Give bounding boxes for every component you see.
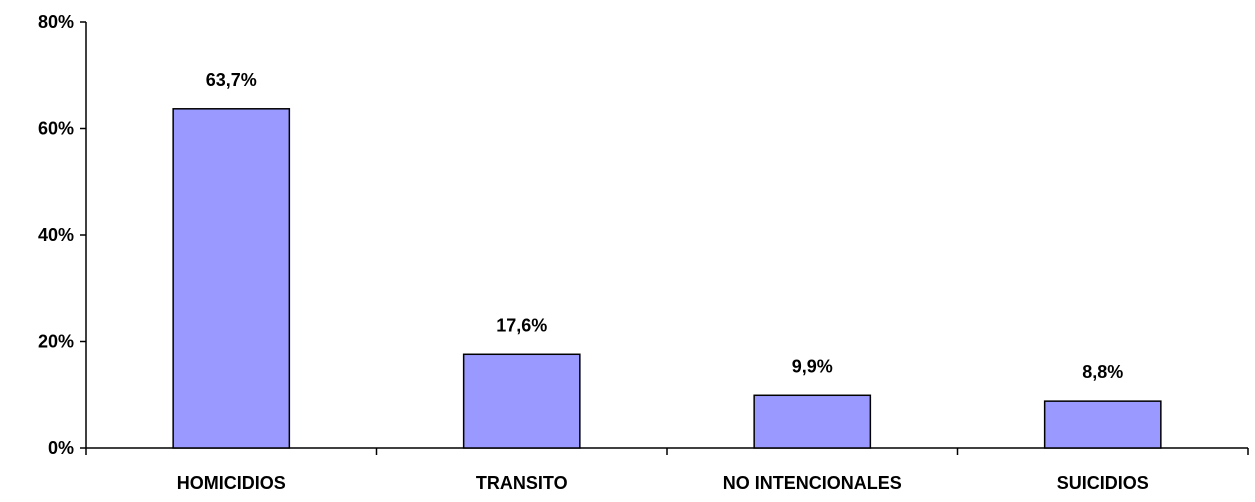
bars [172, 108, 1162, 449]
y-tick-label: 40% [38, 225, 74, 245]
x-category-label: NO INTENCIONALES [723, 473, 902, 493]
data-label: 17,6% [496, 315, 547, 335]
y-tick-label: 20% [38, 332, 74, 352]
y-tick-label: 80% [38, 12, 74, 32]
data-label: 63,7% [206, 70, 257, 90]
y-tick-label: 0% [48, 438, 74, 458]
x-category-label: TRANSITO [476, 473, 568, 493]
x-axis: HOMICIDIOS TRANSITO NO INTENCIONALES SUICID… [85, 447, 1249, 493]
bar-no-intencionales [753, 394, 872, 449]
bar-suicidios [1043, 400, 1162, 449]
bar-transito [462, 353, 581, 449]
data-labels: 63,7% 17,6% 9,9% 8,8% [206, 70, 1124, 382]
bar-homicidios [172, 108, 291, 449]
data-label: 9,9% [792, 356, 833, 376]
x-category-label: HOMICIDIOS [177, 473, 286, 493]
data-label: 8,8% [1082, 362, 1123, 382]
x-category-label: SUICIDIOS [1057, 473, 1149, 493]
y-axis: 0% 20% 40% 60% 80% [38, 12, 87, 458]
y-tick-label: 60% [38, 119, 74, 139]
